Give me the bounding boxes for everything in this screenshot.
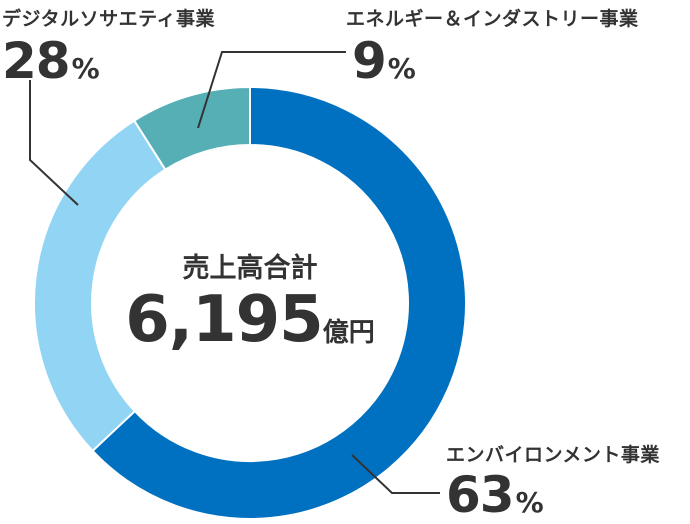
- slice-percent-environment: 63%: [446, 470, 544, 520]
- leader-lines: [29, 51, 440, 494]
- slice-energy: [132, 85, 251, 171]
- slice-digital: [33, 119, 167, 453]
- leader-line-environment: [351, 454, 440, 494]
- slice-value-digital: 28: [2, 32, 71, 90]
- center-total-value: 6,195: [125, 283, 323, 357]
- slice-percent-digital: 28%: [2, 36, 100, 86]
- slice-label-environment: エンバイロンメント事業: [446, 444, 660, 466]
- slice-value-environment: 63: [446, 466, 515, 524]
- slice-environment: [91, 85, 467, 520]
- slice-label-digital: デジタルソサエティ事業: [2, 8, 215, 30]
- center-title: 売上高合計: [182, 253, 318, 284]
- slice-unit-energy: %: [387, 52, 416, 85]
- donut-slices: [33, 85, 467, 520]
- slice-label-energy: エネルギー＆インダストリー事業: [346, 8, 639, 30]
- slice-value-energy: 9: [352, 32, 387, 90]
- leader-line-energy: [197, 51, 346, 129]
- slice-unit-environment: %: [515, 486, 544, 519]
- leader-line-digital: [29, 80, 79, 206]
- center-total: 6,195億円: [120, 288, 380, 352]
- slice-unit-digital: %: [71, 52, 100, 85]
- slice-percent-energy: 9%: [352, 36, 416, 86]
- center-total-unit: 億円: [322, 318, 375, 348]
